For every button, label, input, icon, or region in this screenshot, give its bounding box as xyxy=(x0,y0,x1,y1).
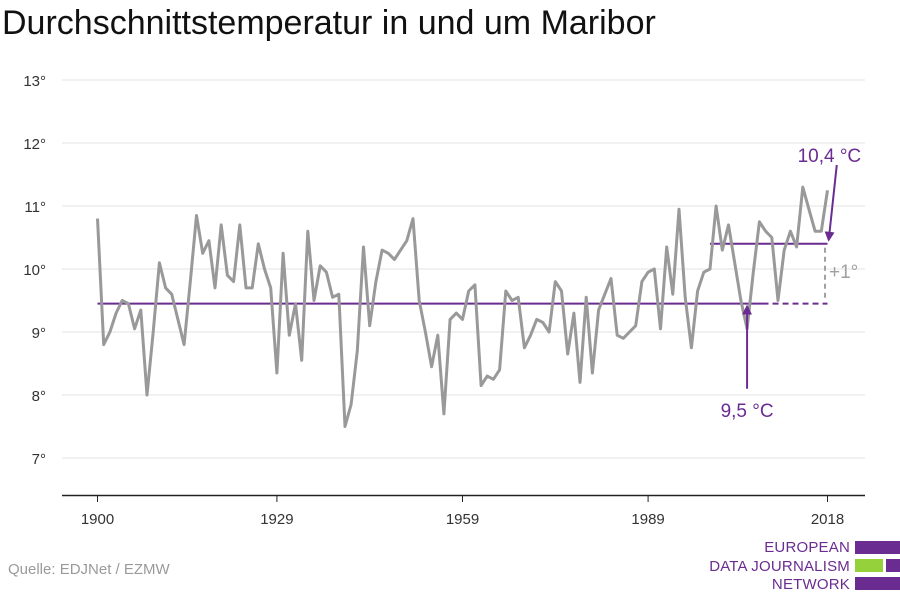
recent-arrow xyxy=(824,164,838,242)
logo-text: EUROPEAN DATA JOURNALISM NETWORK xyxy=(709,539,850,595)
gridlines xyxy=(62,79,865,459)
chart-title: Durchschnittstemperatur in und um Maribo… xyxy=(2,4,656,42)
x-axis: 1900 1929 1959 1989 2018 xyxy=(62,494,865,528)
logo-line-2: DATA JOURNALISM xyxy=(709,557,850,575)
logo-bar-top xyxy=(855,541,900,554)
edjnet-logo: EUROPEAN DATA JOURNALISM NETWORK xyxy=(700,539,900,595)
logo-line-1: EUROPEAN xyxy=(764,539,850,556)
reference-lines xyxy=(97,242,828,305)
y-tick-label: 7° xyxy=(32,451,46,468)
y-tick-label: 11° xyxy=(24,199,46,216)
y-tick-label: 9° xyxy=(32,325,46,342)
y-tick-label: 8° xyxy=(32,388,46,405)
series-lines xyxy=(96,185,829,428)
y-tick-label: 13° xyxy=(23,73,46,90)
difference-label: +1° xyxy=(829,262,858,283)
logo-bar-middle-green xyxy=(855,559,883,572)
temperature-series-line xyxy=(96,185,829,428)
recent-value-label: 10,4 °C xyxy=(798,146,862,167)
y-tick-label: 12° xyxy=(23,136,46,153)
x-tick-label: 1959 xyxy=(446,511,479,528)
x-tick-label: 1989 xyxy=(631,511,664,528)
x-tick-label: 1900 xyxy=(81,511,114,528)
x-tick-label: 2018 xyxy=(811,511,844,528)
baseline-value-label: 9,5 °C xyxy=(721,401,774,422)
y-tick-label: 10° xyxy=(23,262,46,279)
x-tick-label: 1929 xyxy=(260,511,293,528)
logo-line-3: NETWORK xyxy=(771,576,850,593)
logo-bar-middle-purple xyxy=(886,559,900,572)
logo-bar-bottom xyxy=(855,577,900,590)
y-axis-ticks: 7° 8° 9° 10° 11° 12° 13° xyxy=(23,73,46,468)
annotations: +1° 9,5 °C 10,4 °C xyxy=(721,146,862,422)
source-note: Quelle: EDJNet / EZMW xyxy=(8,561,170,578)
